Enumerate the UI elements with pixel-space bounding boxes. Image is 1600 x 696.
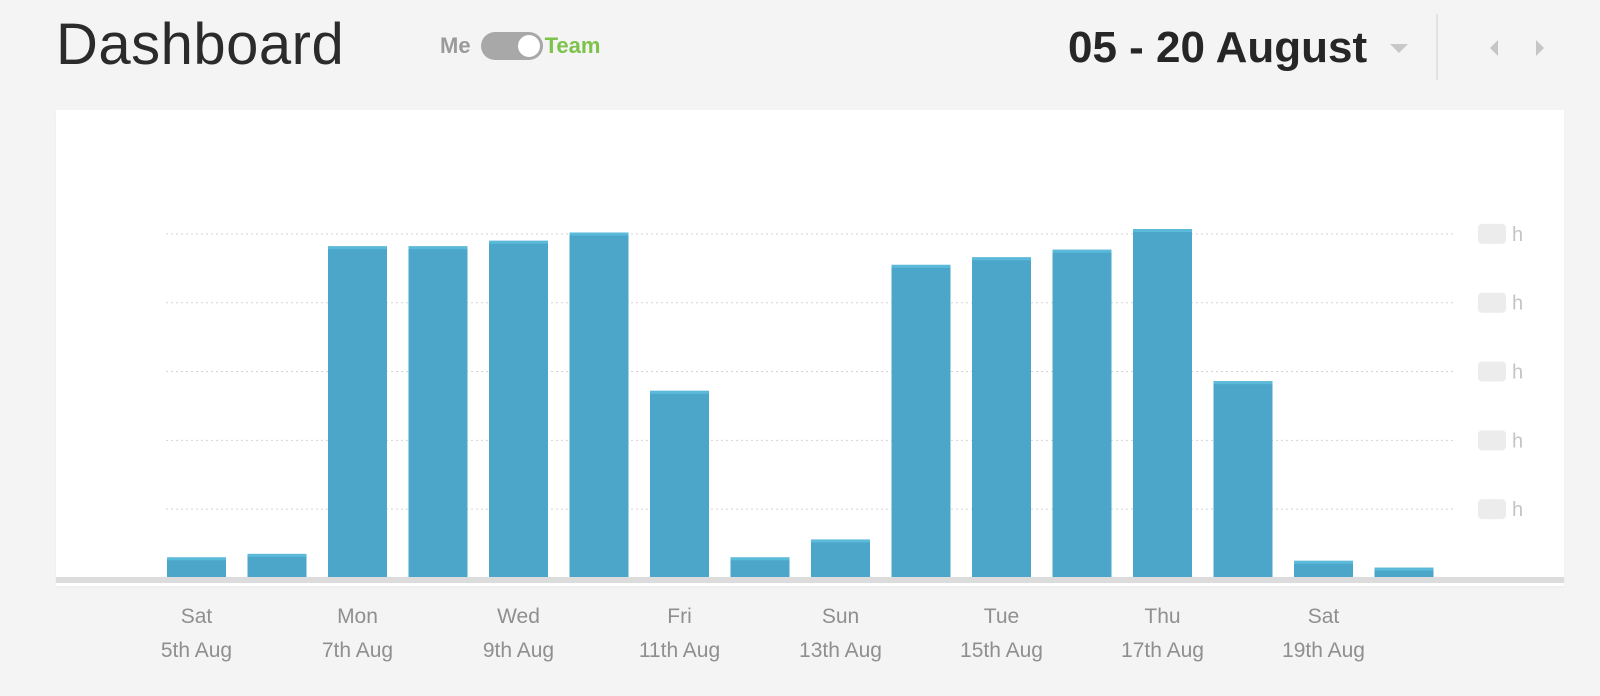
x-tick-day: Sat — [1307, 605, 1340, 628]
chart-bar-cap — [972, 257, 1031, 261]
chart-bar[interactable] — [1052, 249, 1112, 578]
chart-bar[interactable] — [1133, 229, 1192, 578]
chart-bar-cap — [167, 557, 226, 561]
x-tick-day: Sat — [180, 605, 213, 628]
chart-bar-cap — [569, 232, 629, 236]
chart-bar[interactable] — [650, 390, 709, 578]
x-tick-label: Sat 5th Aug — [117, 600, 277, 668]
chart-bar-cap — [650, 390, 709, 394]
chart-bar[interactable] — [1213, 381, 1273, 578]
chart-bar[interactable] — [247, 553, 307, 578]
chart-bar-cap — [408, 246, 468, 250]
chart-bar[interactable] — [1294, 560, 1353, 578]
chart-bar-cap — [489, 240, 548, 244]
chevron-down-icon[interactable] — [1390, 44, 1408, 53]
date-range-selector[interactable]: 05 - 20 August — [1068, 23, 1368, 72]
y-tick-value-redacted — [1478, 361, 1506, 382]
y-tick-unit: h — [1512, 430, 1523, 452]
chevron-right-icon[interactable] — [1536, 40, 1544, 56]
toggle-knob — [517, 35, 540, 57]
x-tick-label: Sat 19th Aug — [1244, 600, 1404, 668]
x-tick-label: Mon 7th Aug — [278, 600, 438, 668]
chart-bar[interactable] — [408, 246, 468, 579]
x-tick-date: 19th Aug — [1282, 639, 1365, 662]
chart-bar[interactable] — [167, 557, 226, 578]
y-tick-unit: h — [1512, 362, 1523, 384]
chevron-left-icon[interactable] — [1490, 40, 1498, 56]
x-tick-label: Tue 15th Aug — [922, 600, 1082, 668]
chart-bar-cap — [891, 264, 951, 268]
x-tick-label: Sun 13th Aug — [761, 600, 921, 668]
y-tick-value-redacted — [1478, 499, 1506, 520]
chart-bar-cap — [1213, 381, 1273, 385]
chart-baseline — [56, 577, 1564, 583]
y-tick-value-redacted — [1478, 223, 1506, 244]
x-tick-day: Tue — [983, 605, 1020, 628]
header-divider — [1436, 14, 1438, 80]
x-tick-date: 9th Aug — [482, 639, 555, 662]
chart-bar[interactable] — [328, 246, 387, 579]
x-tick-day: Fri — [667, 605, 692, 628]
x-tick-date: 13th Aug — [799, 639, 882, 662]
y-tick-value-redacted — [1478, 430, 1506, 451]
chart-bar-cap — [811, 539, 870, 543]
y-tick-unit: h — [1512, 293, 1523, 315]
x-tick-date: 15th Aug — [960, 639, 1043, 662]
chart-bar-cap — [1374, 567, 1434, 571]
x-axis-labels: Sat 5th Aug Mon 7th Aug Wed 9th Aug Fri 11th Au… — [0, 600, 1600, 680]
chart-bar[interactable] — [569, 232, 629, 578]
x-tick-label: Fri 11th Aug — [600, 600, 760, 668]
y-tick-value-redacted — [1478, 292, 1506, 313]
chart-bar[interactable] — [730, 557, 790, 578]
x-tick-day: Wed — [497, 605, 540, 628]
y-tick-unit: h — [1512, 499, 1523, 521]
x-tick-date: 17th Aug — [1121, 639, 1204, 662]
toggle-label-me[interactable]: Me — [440, 33, 471, 58]
toggle-switch[interactable] — [480, 32, 543, 60]
x-tick-date: 11th Aug — [638, 639, 721, 662]
chart-bar[interactable] — [1374, 567, 1434, 578]
x-tick-day: Mon — [337, 605, 378, 628]
chart-card: h h h h h — [56, 110, 1564, 586]
chart-bar-cap — [730, 557, 790, 561]
chart-bar-cap — [247, 553, 307, 557]
chart-bar[interactable] — [489, 240, 548, 578]
me-team-toggle[interactable]: Me Team — [440, 30, 600, 62]
chart-bar[interactable] — [811, 539, 870, 578]
x-tick-label: Thu 17th Aug — [1083, 600, 1243, 668]
page-title: Dashboard — [56, 12, 345, 77]
x-tick-day: Sun — [821, 605, 860, 628]
x-tick-label: Wed 9th Aug — [439, 600, 599, 668]
chart-bar-cap — [328, 246, 387, 250]
chart-bar-cap — [1052, 249, 1112, 253]
chart-bar-cap — [1294, 560, 1353, 564]
chart-bar-cap — [1133, 229, 1192, 233]
x-tick-date: 5th Aug — [160, 639, 233, 662]
y-tick-unit: h — [1512, 224, 1523, 246]
toggle-label-team[interactable]: Team — [544, 33, 601, 58]
chart-bar[interactable] — [972, 257, 1031, 578]
x-tick-date: 7th Aug — [321, 639, 394, 662]
x-tick-day: Thu — [1144, 605, 1181, 628]
chart-bar[interactable] — [891, 264, 951, 578]
hours-bar-chart: h h h h h — [56, 223, 1564, 583]
